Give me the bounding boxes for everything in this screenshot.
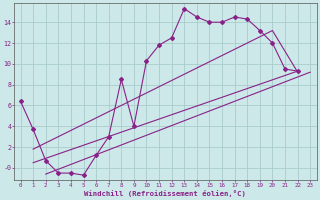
X-axis label: Windchill (Refroidissement éolien,°C): Windchill (Refroidissement éolien,°C)	[84, 190, 246, 197]
